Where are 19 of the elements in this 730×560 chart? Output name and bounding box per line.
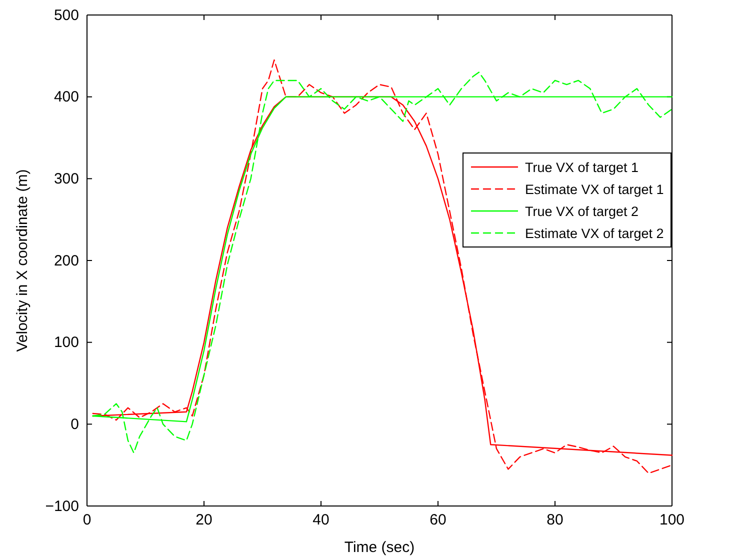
x-tick-label: 20 bbox=[196, 512, 212, 529]
legend-label: True VX of target 2 bbox=[525, 204, 639, 219]
x-tick-label: 80 bbox=[546, 512, 564, 529]
x-tick-label: 60 bbox=[430, 512, 446, 529]
x-tick-label: 0 bbox=[82, 512, 92, 529]
y-tick-label: 200 bbox=[54, 252, 79, 270]
y-axis-title: Velocity in X coordinate (m) bbox=[14, 169, 31, 352]
legend-label: Estimate VX of target 2 bbox=[525, 226, 664, 241]
x-tick-label: 40 bbox=[312, 512, 330, 529]
y-tick-label: 100 bbox=[54, 334, 79, 352]
y-tick-label: 0 bbox=[70, 416, 79, 433]
y-tick-label: 500 bbox=[54, 6, 79, 24]
x-tick-label: 100 bbox=[659, 512, 685, 529]
legend-label: True VX of target 1 bbox=[525, 160, 639, 175]
y-tick-label: 300 bbox=[54, 170, 79, 188]
legend-label: Estimate VX of target 1 bbox=[525, 182, 664, 197]
y-tick-label: 400 bbox=[54, 88, 79, 106]
x-axis-title: Time (sec) bbox=[344, 539, 415, 556]
y-tick-label: −100 bbox=[45, 498, 79, 515]
